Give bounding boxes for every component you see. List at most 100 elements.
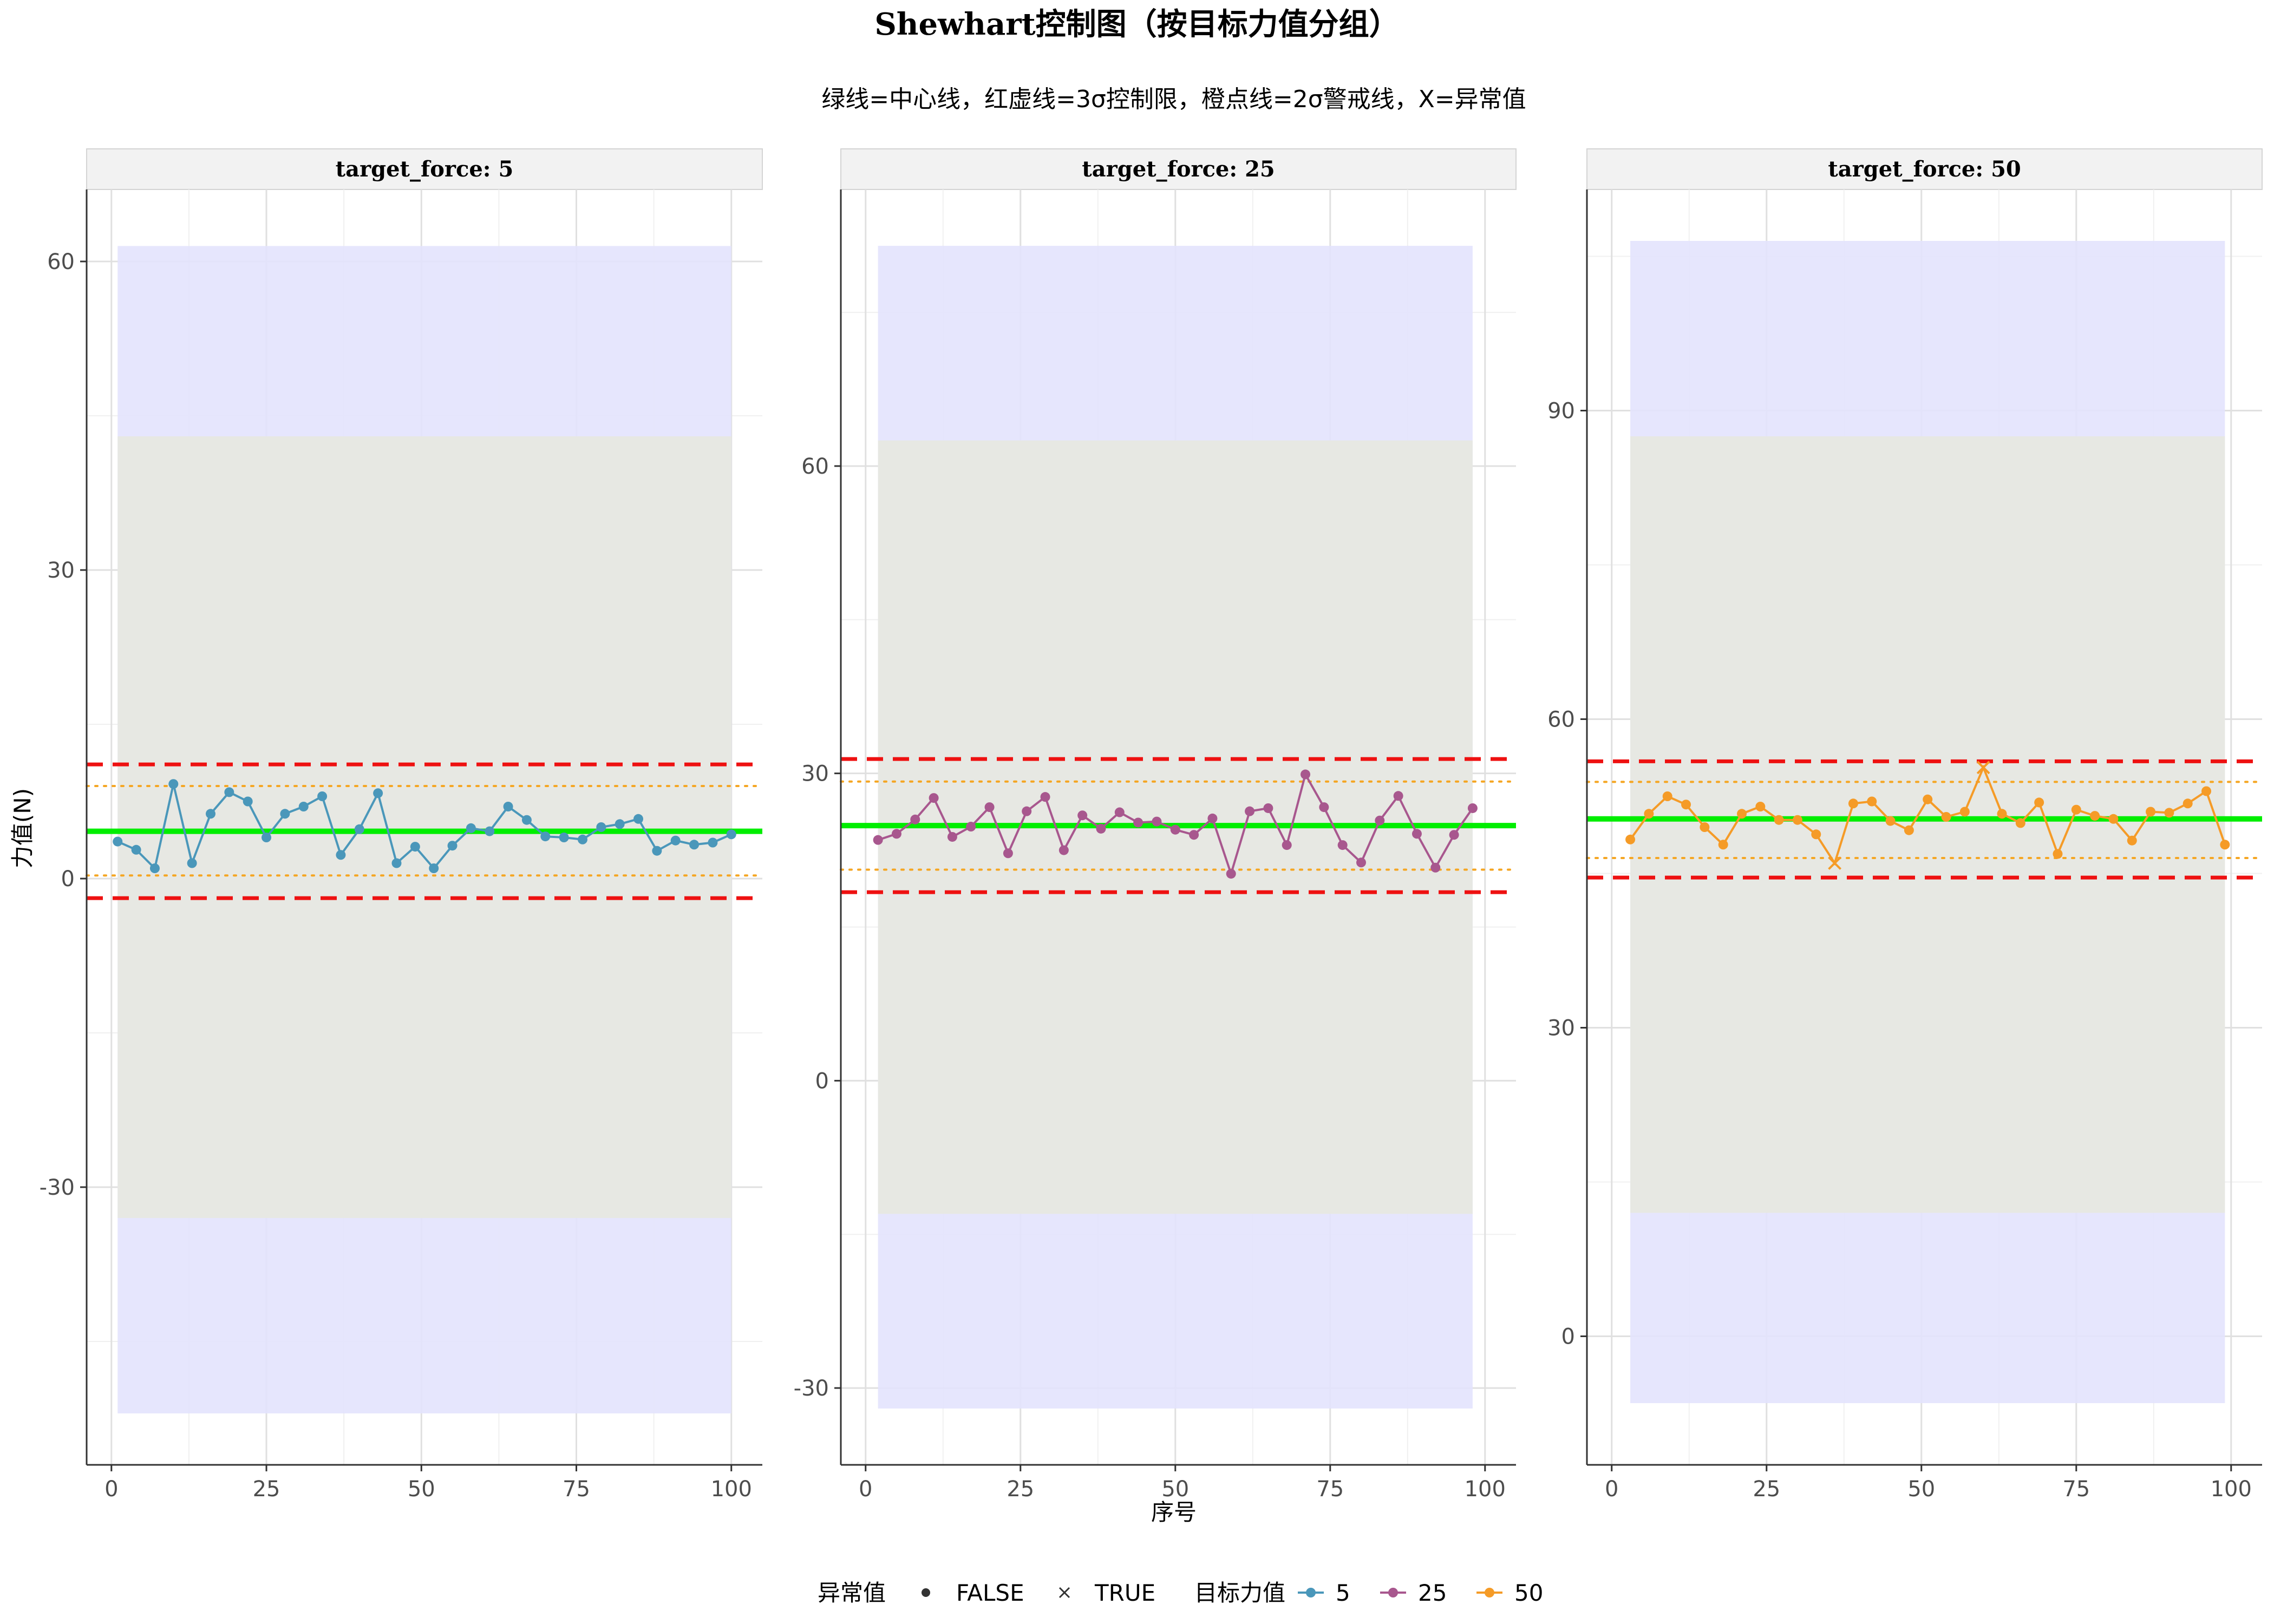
legend-label: 50 xyxy=(1514,1580,1543,1606)
data-point xyxy=(1923,794,1933,804)
data-point xyxy=(1356,857,1366,868)
x-tick-label: 50 xyxy=(1161,1477,1189,1502)
data-point xyxy=(262,833,272,842)
data-point xyxy=(429,863,439,873)
x-tick-label: 0 xyxy=(1605,1477,1618,1502)
data-point xyxy=(1263,803,1273,813)
strip-background xyxy=(840,148,1517,190)
data-point xyxy=(113,836,123,847)
legend-label: 25 xyxy=(1418,1580,1447,1606)
data-point xyxy=(224,787,234,797)
data-point xyxy=(2053,849,2063,859)
data-point xyxy=(633,814,644,824)
x-tick-label: 75 xyxy=(1316,1477,1344,1502)
data-point xyxy=(1375,815,1385,826)
data-point xyxy=(615,819,625,829)
data-point xyxy=(1997,809,2007,819)
data-point xyxy=(1003,848,1013,859)
strip-background xyxy=(86,148,763,190)
strip-background xyxy=(1586,148,2263,190)
data-point xyxy=(354,824,364,834)
legend-key-point xyxy=(1388,1588,1398,1597)
data-point xyxy=(2071,804,2081,815)
data-point xyxy=(984,802,995,813)
data-point xyxy=(1644,809,1654,819)
data-point xyxy=(1792,815,1802,825)
data-point xyxy=(1718,840,1728,850)
data-point xyxy=(187,858,197,868)
data-point xyxy=(1681,800,1691,810)
legend-key-dot xyxy=(922,1588,930,1597)
data-point xyxy=(1245,806,1255,816)
y-tick-label: 0 xyxy=(1561,1325,1575,1350)
data-point xyxy=(1430,862,1441,873)
data-point xyxy=(485,826,495,836)
x-axis-title: 序号 xyxy=(1151,1499,1197,1525)
panel-target-force-50: target_force: 50 0 25 50 75 100 0 30 60 90 xyxy=(1547,148,2263,1502)
y-tick-label: 0 xyxy=(815,1069,829,1093)
data-point xyxy=(1114,807,1125,817)
y-tick-label: 60 xyxy=(1547,708,1575,732)
data-point xyxy=(521,815,532,825)
x-tick-label: 50 xyxy=(408,1477,435,1502)
data-point xyxy=(559,833,569,842)
legend-title-target: 目标力值 xyxy=(1194,1580,1285,1606)
data-point xyxy=(2220,840,2230,850)
data-point xyxy=(1662,791,1672,801)
data-point xyxy=(540,831,551,842)
data-point xyxy=(2201,786,2212,796)
legend-label: FALSE xyxy=(956,1580,1024,1606)
data-point xyxy=(1867,796,1877,807)
data-point xyxy=(1319,802,1329,813)
x-tick-label: 100 xyxy=(711,1477,752,1502)
data-point xyxy=(726,829,736,840)
data-point xyxy=(168,779,179,789)
x-tick-label: 0 xyxy=(104,1477,118,1502)
chart-subtitle: 绿线=中心线，红虚线=3σ控制限，橙点线=2σ警戒线，X=异常值 xyxy=(821,86,1526,113)
data-point xyxy=(1040,792,1050,802)
y-tick-label: -30 xyxy=(40,1175,75,1200)
data-point xyxy=(1337,840,1348,850)
data-point xyxy=(947,831,957,842)
panels-group: target_force: 50 25 50 75 100-3003060target_… xyxy=(40,148,2263,1502)
data-point xyxy=(131,844,141,855)
series-line xyxy=(117,783,732,870)
data-point xyxy=(708,837,718,848)
y-tick-label: -30 xyxy=(794,1376,829,1401)
data-point xyxy=(1774,815,1784,825)
data-point xyxy=(2127,835,2137,846)
data-point xyxy=(2146,807,2156,817)
data-point xyxy=(2090,811,2100,821)
data-point xyxy=(1811,829,1821,840)
data-point xyxy=(2015,818,2025,828)
x-tick-label: 75 xyxy=(2062,1477,2090,1502)
data-point xyxy=(280,809,290,819)
data-point xyxy=(1096,823,1106,834)
legend-label: 5 xyxy=(1336,1580,1350,1606)
data-point xyxy=(929,793,939,803)
data-point xyxy=(336,850,346,860)
strip-label: target_force: 50 xyxy=(1828,156,2021,182)
data-point xyxy=(577,834,587,844)
x-tick-label: 50 xyxy=(1907,1477,1935,1502)
legend-key-point xyxy=(1306,1588,1316,1597)
inner-band xyxy=(117,436,731,1218)
data-point xyxy=(466,823,476,833)
data-point xyxy=(1022,806,1032,816)
panel-target-force-25: target_force: 25 0 25 50 75 100 -30 0 30 60 xyxy=(794,148,1517,1502)
data-point xyxy=(1207,813,1218,823)
y-axis-title: 力值(N) xyxy=(9,788,36,868)
data-point xyxy=(1189,830,1199,840)
data-point xyxy=(2034,797,2044,808)
legend: 异常值 FALSE TRUE 目标力值 5 25 50 xyxy=(818,1580,1543,1606)
data-point xyxy=(205,809,215,819)
data-point xyxy=(1170,824,1180,835)
data-point xyxy=(503,802,513,811)
data-point xyxy=(1282,840,1292,850)
data-point xyxy=(1700,822,1710,832)
data-point xyxy=(689,840,700,850)
data-point xyxy=(670,835,681,846)
y-tick-label: 90 xyxy=(1547,399,1575,424)
legend-key-point xyxy=(1485,1588,1494,1597)
data-point xyxy=(1393,791,1403,801)
